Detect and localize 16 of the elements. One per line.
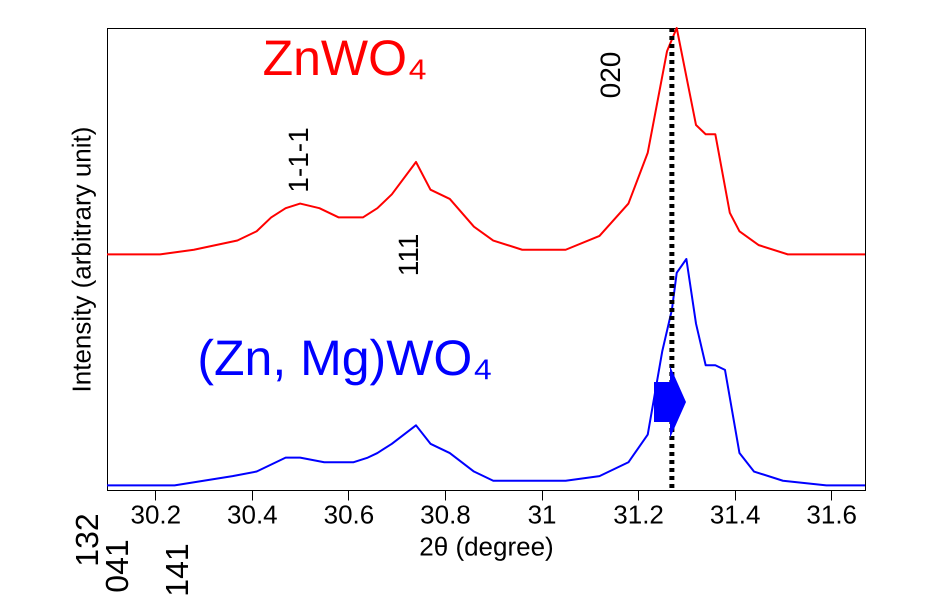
x-tick-label: 30.2 bbox=[130, 500, 182, 530]
x-tick-label: 31.4 bbox=[710, 500, 760, 530]
x-tick-label: 31 bbox=[528, 500, 556, 530]
y-axis-title: Intensity (arbitrary unit) bbox=[66, 126, 96, 392]
annotation: 111 bbox=[393, 234, 424, 276]
x-tick-label: 30.8 bbox=[420, 500, 471, 530]
text: 141 bbox=[159, 543, 195, 597]
annotation: 020 bbox=[595, 52, 626, 98]
x-tick-label: 31.2 bbox=[613, 500, 664, 530]
series-label: (Zn, Mg)WO₄ bbox=[197, 330, 493, 386]
annotation: 1-1-1 bbox=[283, 127, 314, 193]
x-tick-label: 30.4 bbox=[227, 500, 278, 530]
x-tick-label: 31.6 bbox=[806, 500, 858, 530]
x-tick-label: 30.6 bbox=[324, 500, 374, 530]
x-axis-title: 2θ (degree) bbox=[419, 532, 554, 562]
series-label: ZnWO₄ bbox=[262, 30, 428, 86]
